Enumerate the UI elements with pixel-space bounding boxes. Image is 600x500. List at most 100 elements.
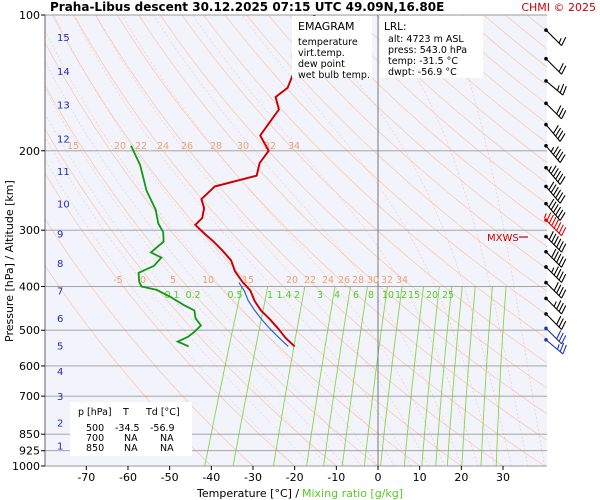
mixing-ratio-label: 0.1	[164, 290, 179, 301]
wind-barb	[544, 312, 567, 330]
wind-barb	[544, 28, 567, 47]
altitude-label: 8	[57, 259, 63, 270]
dry-adiabat-label: 24	[157, 141, 169, 152]
table-cell: 700	[86, 433, 104, 444]
mixing-ratio-label: 12	[395, 290, 407, 301]
dry-adiabat-line	[224, 15, 547, 316]
dry-adiabat-label: 5	[170, 275, 176, 286]
moist-adiabat-line	[45, 113, 329, 466]
table-cell: NA	[124, 433, 138, 444]
altitude-label: 2	[57, 418, 63, 429]
altitude-label: 12	[57, 135, 70, 146]
altitude-label: 14	[57, 67, 70, 78]
series-line-wet-bulb-temp-	[238, 282, 289, 347]
mixing-ratio-label: 15	[408, 290, 420, 301]
mixing-ratio-label: 8	[368, 290, 374, 301]
legend-item-virt-temp: virt.temp.	[298, 48, 345, 59]
wind-barb	[544, 144, 566, 164]
dry-adiabat-label: 15	[67, 141, 79, 152]
altitude-label: 1	[57, 441, 63, 452]
table-cell: -56.9	[150, 423, 175, 434]
y-tick-label: 300	[19, 224, 40, 237]
x-tick-label: -30	[244, 471, 262, 484]
x-tick-label: -10	[327, 471, 345, 484]
dry-adiabat-label: 28	[352, 275, 364, 286]
dry-adiabat-line	[332, 15, 547, 205]
wind-barb	[544, 122, 566, 142]
wind-barb	[544, 248, 567, 268]
altitude-label: 3	[57, 392, 63, 403]
x-axis-title-mixing-ratio: Mixing ratio [g/kg]	[302, 487, 403, 500]
legend-heading: EMAGRAM	[298, 20, 355, 33]
y-tick-label: 925	[19, 445, 40, 458]
dry-adiabat-line	[570, 15, 600, 466]
dry-adiabat-label: 26	[338, 275, 350, 286]
pressure-isobars	[44, 14, 547, 467]
dry-adiabat-label: 34	[396, 275, 408, 286]
x-tick-label: 30	[496, 471, 510, 484]
y-tick-label: 100	[19, 9, 40, 22]
y-tick-label: 500	[19, 324, 40, 337]
x-tick-label: -50	[161, 471, 179, 484]
y-tick-label: 1000	[12, 460, 40, 473]
dry-adiabat-label: 0	[140, 275, 146, 286]
altitude-label: 9	[57, 229, 63, 240]
mixing-ratio-label: 10	[382, 290, 394, 301]
credit-label: CHMI © 2025	[521, 1, 596, 14]
y-tick-label: 700	[19, 390, 40, 403]
wind-barb	[544, 337, 567, 355]
x-tick-label: -60	[119, 471, 137, 484]
lrl-pressure: press: 543.0 hPa	[388, 45, 467, 56]
max-wind-label: MXWS	[487, 233, 519, 244]
wind-barb	[544, 198, 566, 221]
sounding-profiles	[130, 15, 316, 348]
table-cell: NA	[160, 443, 174, 454]
table-cell: 500	[86, 423, 104, 434]
summary-table: p [hPa] T Td [°C] 500 -34.5 -56.9 700 NA…	[70, 402, 192, 456]
wind-barb	[544, 326, 567, 345]
mixing-ratio-label: 4	[334, 290, 340, 301]
legend: EMAGRAM temperature virt.temp. dew point…	[292, 16, 372, 81]
dry-adiabat-label: 34	[288, 141, 300, 152]
table-cell: NA	[124, 443, 138, 454]
wind-barb	[544, 165, 566, 185]
dry-adiabat-label: 30	[237, 141, 249, 152]
mixing-ratio-label: 1.4	[276, 290, 291, 301]
dry-adiabat-label: -5	[113, 275, 122, 286]
x-tick-label: -70	[77, 471, 95, 484]
wind-barbs	[543, 28, 567, 355]
legend-item-wet-bulb: wet bulb temp.	[298, 70, 370, 81]
y-tick-label: 200	[19, 145, 40, 158]
x-axis-title-temperature: Temperature [°C] /	[196, 487, 299, 500]
altitude-label: 11	[57, 167, 70, 178]
series-line-dew-point	[130, 145, 203, 348]
dry-adiabat-label: 20	[286, 275, 298, 286]
altitude-label: 10	[57, 200, 70, 211]
altitude-label: 13	[57, 101, 70, 112]
mixing-ratio-label: 20	[426, 290, 438, 301]
dry-adiabat-label: 28	[210, 141, 222, 152]
moist-adiabat-line	[45, 136, 312, 466]
mixing-ratio-label: 3	[317, 290, 323, 301]
lrl-dewpoint: dwpt: -56.9 °C	[388, 67, 457, 78]
wind-barb	[544, 265, 567, 283]
table-cell: NA	[160, 433, 174, 444]
legend-item-dew-point: dew point	[298, 59, 345, 70]
dry-adiabat-label: 32	[381, 275, 393, 286]
dry-adiabat-line	[203, 15, 547, 339]
dry-adiabat-label: 30	[367, 275, 379, 286]
lrl-info-box: LRL: alt: 4723 m ASL press: 543.0 hPa te…	[380, 16, 483, 78]
y-axis-title: Pressure [hPa] / Altitude [km]	[3, 180, 16, 342]
altitude-label: 5	[57, 341, 63, 352]
dry-adiabat-label: 22	[304, 275, 316, 286]
axis-ticks: -70 -60 -50 -40 -30 -20 -10 0 10 20 30100200300400…	[12, 9, 510, 484]
mixing-ratio-label: 25	[442, 290, 454, 301]
mixing-ratio-label: 0.5	[227, 290, 242, 301]
mixing-ratio-label: 0.2	[185, 290, 200, 301]
dry-adiabat-label: 24	[322, 275, 334, 286]
moist-adiabat-line	[45, 30, 379, 466]
altitude-label: 7	[57, 286, 63, 297]
wind-barb	[544, 101, 567, 120]
wind-barb	[544, 79, 567, 96]
y-tick-label: 600	[19, 360, 40, 373]
